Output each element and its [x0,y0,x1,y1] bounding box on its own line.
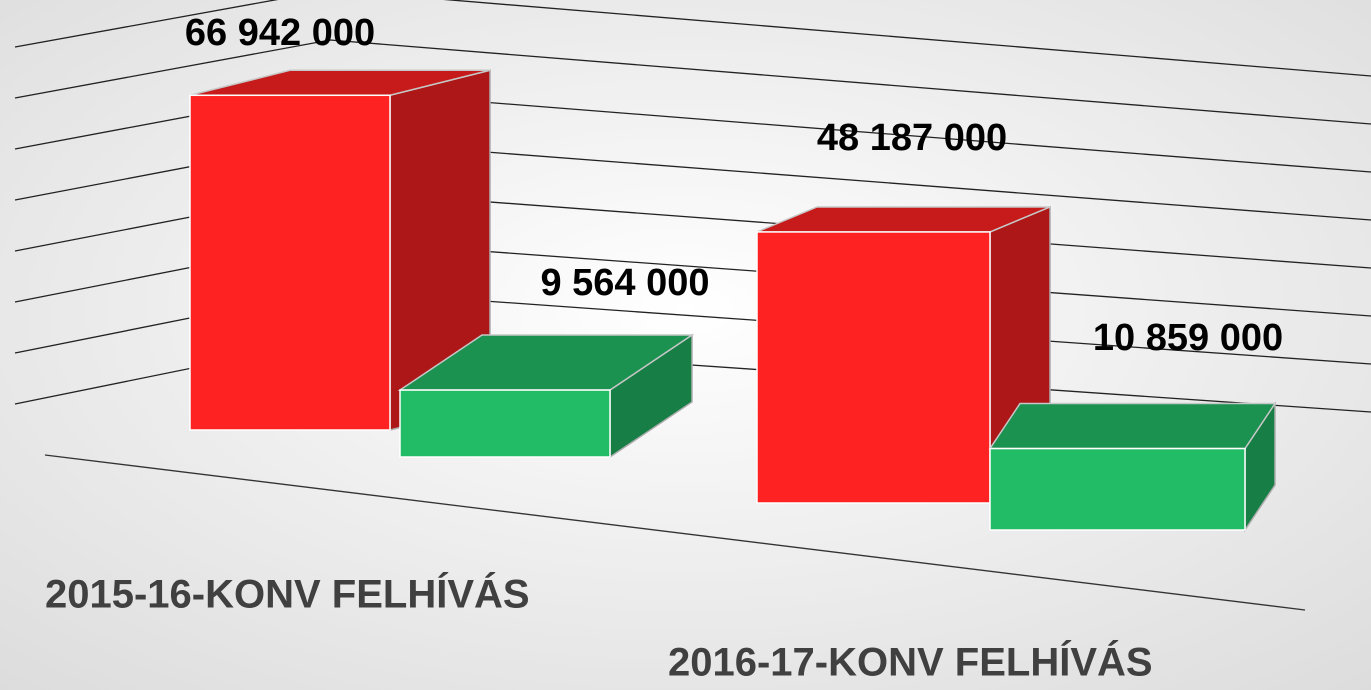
value-label: 66 942 000 [185,12,375,54]
bar-top [988,402,1277,450]
bar [399,389,611,458]
category-label: 2016-17-KONV FELHÍVÁS [668,640,1153,685]
bar [756,231,991,504]
bar [989,447,1246,531]
grid-line [14,39,1371,125]
floor-edge [44,454,1306,611]
value-label: 9 564 000 [540,262,709,304]
category-label: 2015-16-KONV FELHÍVÁS [45,572,530,617]
bar [189,94,391,431]
value-label: 10 859 000 [1093,317,1283,359]
labels: 66 942 000 9 564 000 2015-16-KONV FELHÍVÁS… [45,12,1283,685]
value-label: 48 187 000 [817,117,1007,159]
bars [189,69,1277,533]
grid-line [14,0,1371,77]
